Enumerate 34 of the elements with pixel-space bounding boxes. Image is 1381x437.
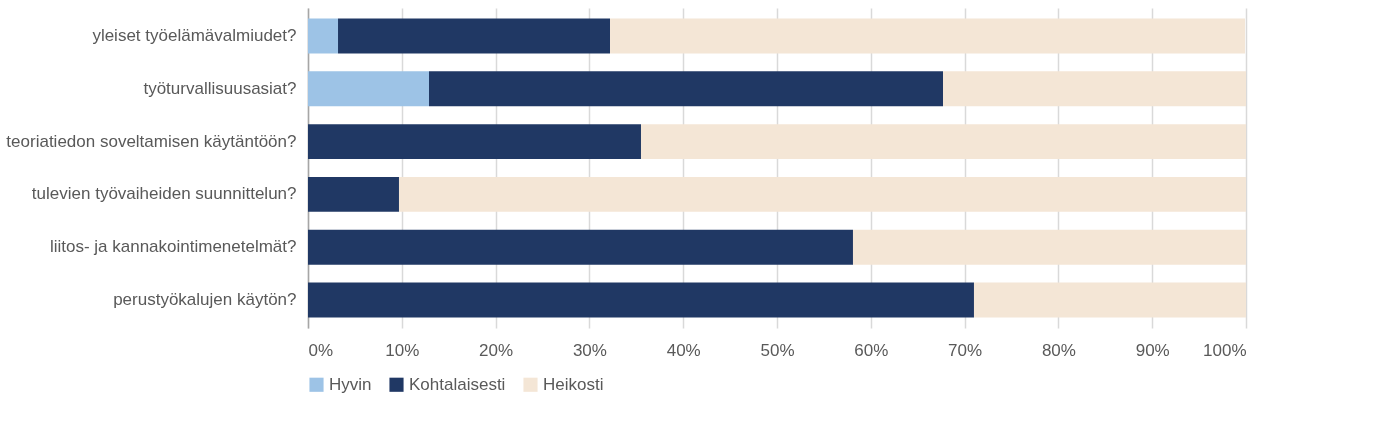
legend-label: Kohtalaisesti: [409, 374, 506, 394]
bar: [398, 176, 1246, 212]
bar: [308, 71, 429, 107]
bar: [640, 124, 1246, 160]
bar: [852, 229, 1246, 265]
bar: [943, 71, 1246, 107]
legend-label: Heikosti: [543, 374, 604, 394]
x-tick-label: 10%: [385, 340, 420, 360]
y-tick-label: tulevien työvaiheiden suunnittelun?: [31, 184, 297, 204]
y-tick-label: yleiset työelämävalmiudet?: [92, 25, 297, 45]
x-tick-label: 80%: [1041, 340, 1076, 360]
x-tick-label: 90%: [1135, 340, 1170, 360]
x-tick-label: 0%: [308, 340, 334, 360]
x-tick-label: 30%: [572, 340, 607, 360]
x-tick-label: 50%: [760, 340, 795, 360]
bar: [308, 124, 641, 160]
bar: [308, 229, 853, 265]
bar: [338, 18, 611, 54]
bar: [610, 18, 1246, 54]
x-tick-label: 40%: [666, 340, 701, 360]
bar: [308, 176, 399, 212]
legend-label: Hyvin: [329, 374, 372, 394]
x-tick-label: 60%: [854, 340, 889, 360]
y-tick-label: perustyökalujen käytön?: [113, 290, 297, 310]
bar: [973, 282, 1246, 318]
y-tick-label: työturvallisuusasiat?: [143, 78, 297, 98]
x-tick-label: 70%: [948, 340, 983, 360]
x-tick-label: 100%: [1203, 340, 1247, 360]
y-tick-label: liitos- ja kannakointimenetelmät?: [49, 237, 297, 257]
y-tick-label: teoriatiedon soveltamisen käytäntöön?: [6, 131, 297, 151]
bar: [308, 282, 974, 318]
bar: [308, 18, 339, 54]
bar: [429, 71, 944, 107]
x-tick-label: 20%: [479, 340, 514, 360]
